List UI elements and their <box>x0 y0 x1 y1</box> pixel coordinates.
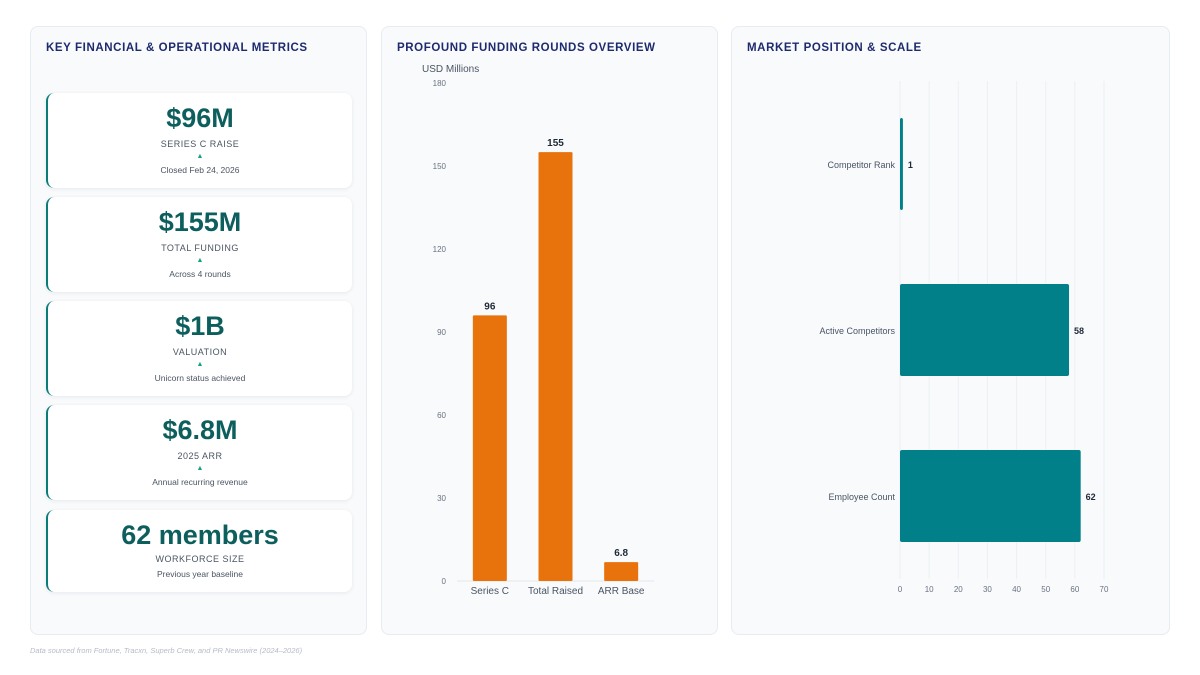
x-tick-label: Total Raised <box>528 586 583 597</box>
y-tick-label: 60 <box>437 411 446 420</box>
bar-arr-base <box>604 562 639 581</box>
bar-data-label: 6.8 <box>614 548 628 559</box>
funding-bar-chart: USD Millions 0 30 60 90 120 150 180 96 Series C 15… <box>422 64 654 597</box>
x-tick-label: 0 <box>898 585 903 594</box>
bar-employee-count <box>900 450 1081 542</box>
trend-up-icon: ▲ <box>196 361 204 368</box>
x-tick-label: 70 <box>1100 585 1109 594</box>
metric-card-arr: $6.8M 2025 ARR ▲ Annual recurring revenu… <box>46 405 352 500</box>
y-tick-label: 180 <box>433 79 447 88</box>
x-tick-label: 10 <box>925 585 934 594</box>
x-tick-label: 20 <box>954 585 963 594</box>
metric-card-valuation: $1B VALUATION ▲ Unicorn status achieved <box>46 301 352 396</box>
bar-data-label: 62 <box>1086 492 1096 502</box>
y-tick-label: 0 <box>442 577 447 586</box>
metric-value: $1B <box>175 311 225 341</box>
y-tick-label: 90 <box>437 328 446 337</box>
metric-subtext: Annual recurring revenue <box>152 477 248 487</box>
x-tick-label: 40 <box>1012 585 1021 594</box>
x-tick-label: 60 <box>1070 585 1079 594</box>
metric-label: WORKFORCE SIZE <box>155 554 245 564</box>
y-axis-label: USD Millions <box>422 64 479 75</box>
trend-up-icon: ▲ <box>196 465 204 472</box>
x-tick-label: 30 <box>983 585 992 594</box>
metric-subtext: Across 4 rounds <box>169 269 231 279</box>
bar-total-raised <box>538 152 573 581</box>
y-category-label: Competitor Rank <box>827 160 895 170</box>
source-footnote: Data sourced from Fortune, Tracxn, Super… <box>30 646 303 655</box>
x-tick-label: 50 <box>1041 585 1050 594</box>
metric-label: TOTAL FUNDING <box>161 243 239 253</box>
y-tick-label: 30 <box>437 494 446 503</box>
y-category-label: Active Competitors <box>819 326 895 336</box>
bar-data-label: 58 <box>1074 326 1084 336</box>
trend-up-icon: ▲ <box>196 257 204 264</box>
metrics-panel-title: KEY FINANCIAL & OPERATIONAL METRICS <box>46 42 308 54</box>
metric-value: $6.8M <box>162 415 238 445</box>
metric-value: 62 members <box>121 520 279 550</box>
metric-subtext: Unicorn status achieved <box>154 373 246 383</box>
bar-competitor-rank <box>900 118 903 210</box>
metric-label: 2025 ARR <box>177 451 223 461</box>
y-tick-label: 150 <box>433 162 447 171</box>
market-panel: MARKET POSITION & SCALE 0 10 20 30 40 50 60 70 1… <box>731 26 1170 635</box>
metric-label: VALUATION <box>172 347 228 357</box>
metrics-panel: KEY FINANCIAL & OPERATIONAL METRICS $96M… <box>30 26 367 635</box>
market-panel-title: MARKET POSITION & SCALE <box>747 42 922 54</box>
metric-subtext: Closed Feb 24, 2026 <box>160 165 240 175</box>
metric-card-series-c: $96M SERIES C RAISE ▲ Closed Feb 24, 202… <box>46 93 352 188</box>
y-tick-label: 120 <box>433 245 447 254</box>
trend-up-icon: ▲ <box>196 153 204 160</box>
metric-value: $96M <box>166 103 234 133</box>
x-tick-label: ARR Base <box>598 586 645 597</box>
metric-value: $155M <box>158 207 242 237</box>
bar-active-competitors <box>900 284 1070 376</box>
metric-label: SERIES C RAISE <box>160 139 240 149</box>
funding-panel: PROFOUND FUNDING ROUNDS OVERVIEW USD Mil… <box>381 26 718 635</box>
market-bar-chart: 0 10 20 30 40 50 60 70 1 Competitor Rank 58 Active … <box>819 81 1109 594</box>
x-tick-label: Series C <box>471 586 509 597</box>
metric-subtext: Previous year baseline <box>157 569 243 579</box>
bar-series-c <box>472 315 507 581</box>
y-category-label: Employee Count <box>828 492 895 502</box>
funding-panel-title: PROFOUND FUNDING ROUNDS OVERVIEW <box>397 42 656 54</box>
bar-data-label: 155 <box>547 138 564 149</box>
bar-data-label: 96 <box>484 301 496 312</box>
metric-card-total-funding: $155M TOTAL FUNDING ▲ Across 4 rounds <box>46 197 352 292</box>
bar-data-label: 1 <box>908 160 913 170</box>
metric-card-workforce: 62 members WORKFORCE SIZE Previous year … <box>46 510 352 592</box>
